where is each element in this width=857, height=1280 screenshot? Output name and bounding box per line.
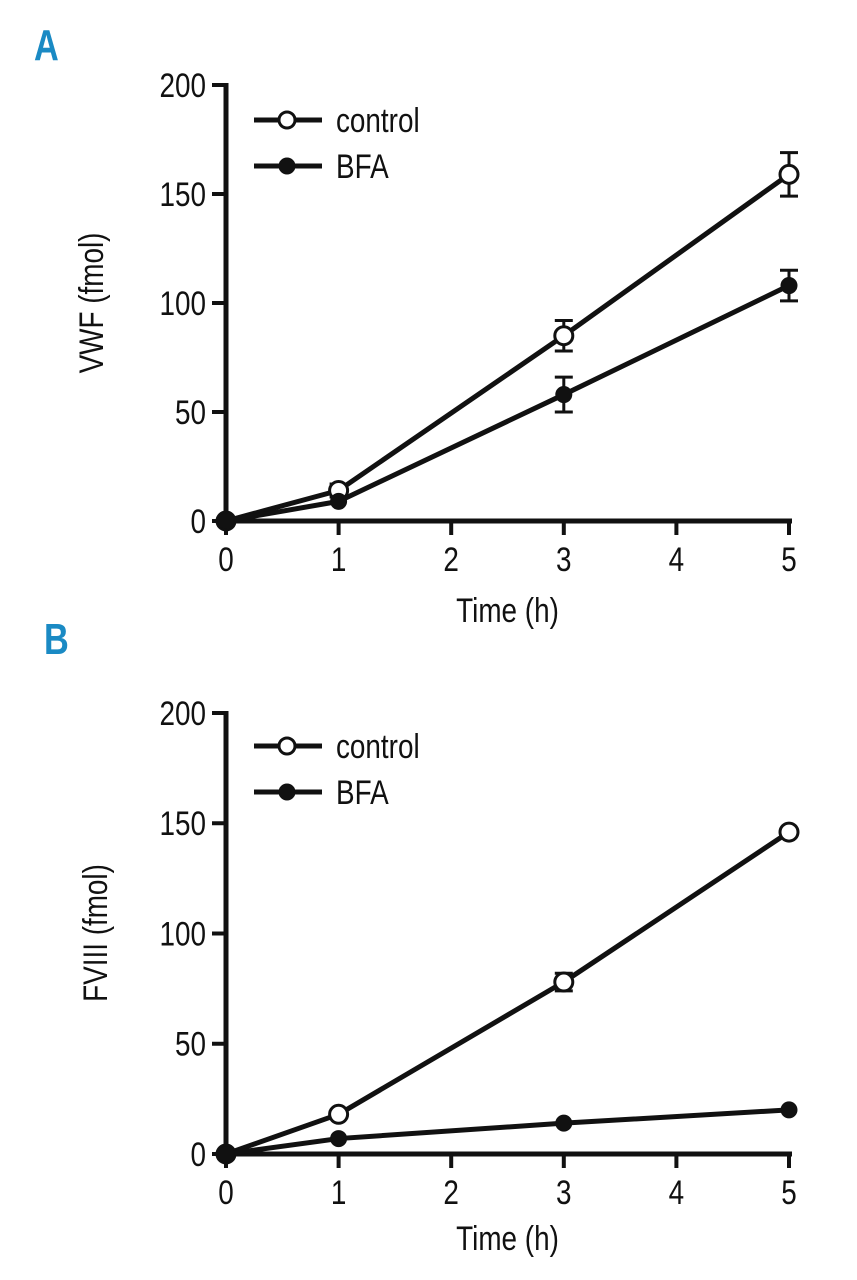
legend-label-control: control [336, 727, 420, 765]
x-tick-label: 1 [331, 540, 347, 578]
x-axis-label: Time (h) [456, 591, 559, 629]
x-tick-label: 0 [218, 540, 234, 578]
open-point-control [778, 163, 800, 185]
y-tick-label: 200 [159, 66, 206, 104]
open-point-control [778, 821, 800, 843]
filled-point-bfa [217, 512, 235, 530]
open-point-control [553, 971, 575, 993]
x-axis-label: Time (h) [456, 1219, 559, 1257]
chart-panel-a: 0 50 100 150 200 0 1 2 3 4 5 Time (h) VWF (fmol) cont… [72, 66, 800, 630]
series-line-bfa [225, 1107, 790, 1157]
legend-marker-control [277, 736, 297, 756]
x-tick-label: 1 [331, 1173, 347, 1211]
filled-point-bfa [217, 1145, 235, 1163]
x-tick-label: 4 [669, 540, 685, 578]
x-tick-label: 4 [669, 1173, 685, 1211]
filled-point-bfa [780, 1101, 798, 1119]
x-tick-label: 5 [781, 540, 797, 578]
panel-label-b: B [44, 615, 69, 664]
filled-point-bfa [330, 492, 348, 510]
filled-point-bfa [330, 1130, 348, 1148]
x-tick-label: 3 [556, 540, 572, 578]
series-line-control [225, 172, 791, 524]
y-tick-label: 150 [159, 175, 206, 213]
legend-label-bfa: BFA [336, 773, 389, 811]
y-tick-label: 100 [159, 284, 206, 322]
y-tick-label: 0 [190, 1135, 206, 1173]
y-tick-label: 50 [175, 393, 206, 431]
y-tick-label: 50 [175, 1025, 206, 1063]
legend-label-bfa: BFA [336, 147, 389, 185]
legend-marker-bfa [278, 157, 296, 175]
legend-marker-bfa [278, 783, 296, 801]
legend-marker-control [277, 110, 297, 130]
y-tick-label: 100 [159, 915, 206, 953]
y-tick-label: 0 [190, 502, 206, 540]
filled-point-bfa [555, 1114, 573, 1132]
x-tick-label: 5 [781, 1173, 797, 1211]
x-tick-label: 2 [443, 1173, 459, 1211]
y-axis-label: VWF (fmol) [72, 233, 110, 374]
x-tick-label: 3 [556, 1173, 572, 1211]
y-axis-label: FVIII (fmol) [76, 864, 114, 1002]
series-line-control [225, 829, 791, 1157]
open-point-control [328, 1103, 350, 1125]
x-tick-label: 0 [218, 1173, 234, 1211]
filled-point-bfa [555, 386, 573, 404]
series-line-bfa [225, 283, 791, 524]
y-tick-label: 150 [159, 805, 206, 843]
filled-point-bfa [780, 277, 798, 295]
panel-label-a: A [34, 21, 59, 70]
x-tick-label: 2 [443, 540, 459, 578]
legend-label-control: control [336, 101, 420, 139]
chart-panel-b: 0 50 100 150 200 0 1 2 3 4 5 Time (h) FVIII (fmol) co… [76, 694, 800, 1258]
open-point-control [553, 325, 575, 347]
y-tick-label: 200 [159, 694, 206, 732]
